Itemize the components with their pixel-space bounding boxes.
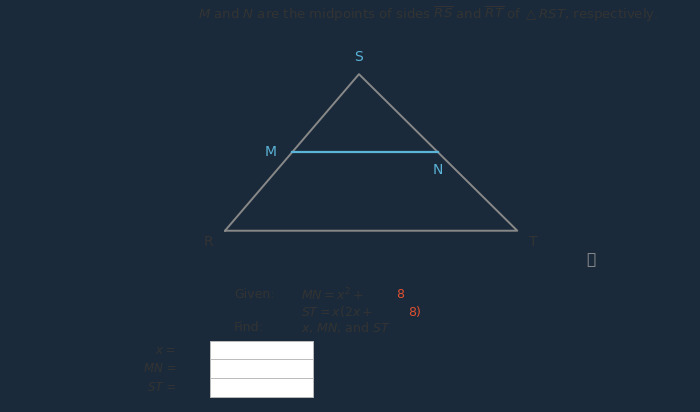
Text: $ST = x(2x + $: $ST = x(2x + $	[301, 304, 373, 318]
Text: $x$, $MN$, and $ST$: $x$, $MN$, and $ST$	[301, 320, 391, 335]
Text: N: N	[433, 163, 443, 177]
FancyBboxPatch shape	[210, 378, 314, 396]
Text: Given:: Given:	[234, 288, 274, 301]
Text: MN =: MN =	[144, 362, 176, 375]
Text: ⓘ: ⓘ	[586, 252, 595, 267]
Text: Find:: Find:	[234, 321, 264, 334]
Text: S: S	[355, 50, 363, 64]
Text: $8$: $8$	[395, 288, 405, 301]
Text: T: T	[529, 235, 538, 249]
Text: ST =: ST =	[148, 381, 176, 394]
Text: M: M	[265, 145, 277, 159]
Text: $MN = x^2 + $: $MN = x^2 + $	[301, 286, 364, 303]
Text: R: R	[203, 235, 213, 249]
FancyBboxPatch shape	[210, 341, 314, 359]
Text: x =: x =	[155, 344, 176, 357]
Text: $8)$: $8)$	[407, 304, 421, 318]
FancyBboxPatch shape	[210, 359, 314, 378]
Text: $M$ and $N$ are the midpoints of sides $\overline{RS}$ and $\overline{RT}$ of $\: $M$ and $N$ are the midpoints of sides $…	[197, 5, 658, 24]
